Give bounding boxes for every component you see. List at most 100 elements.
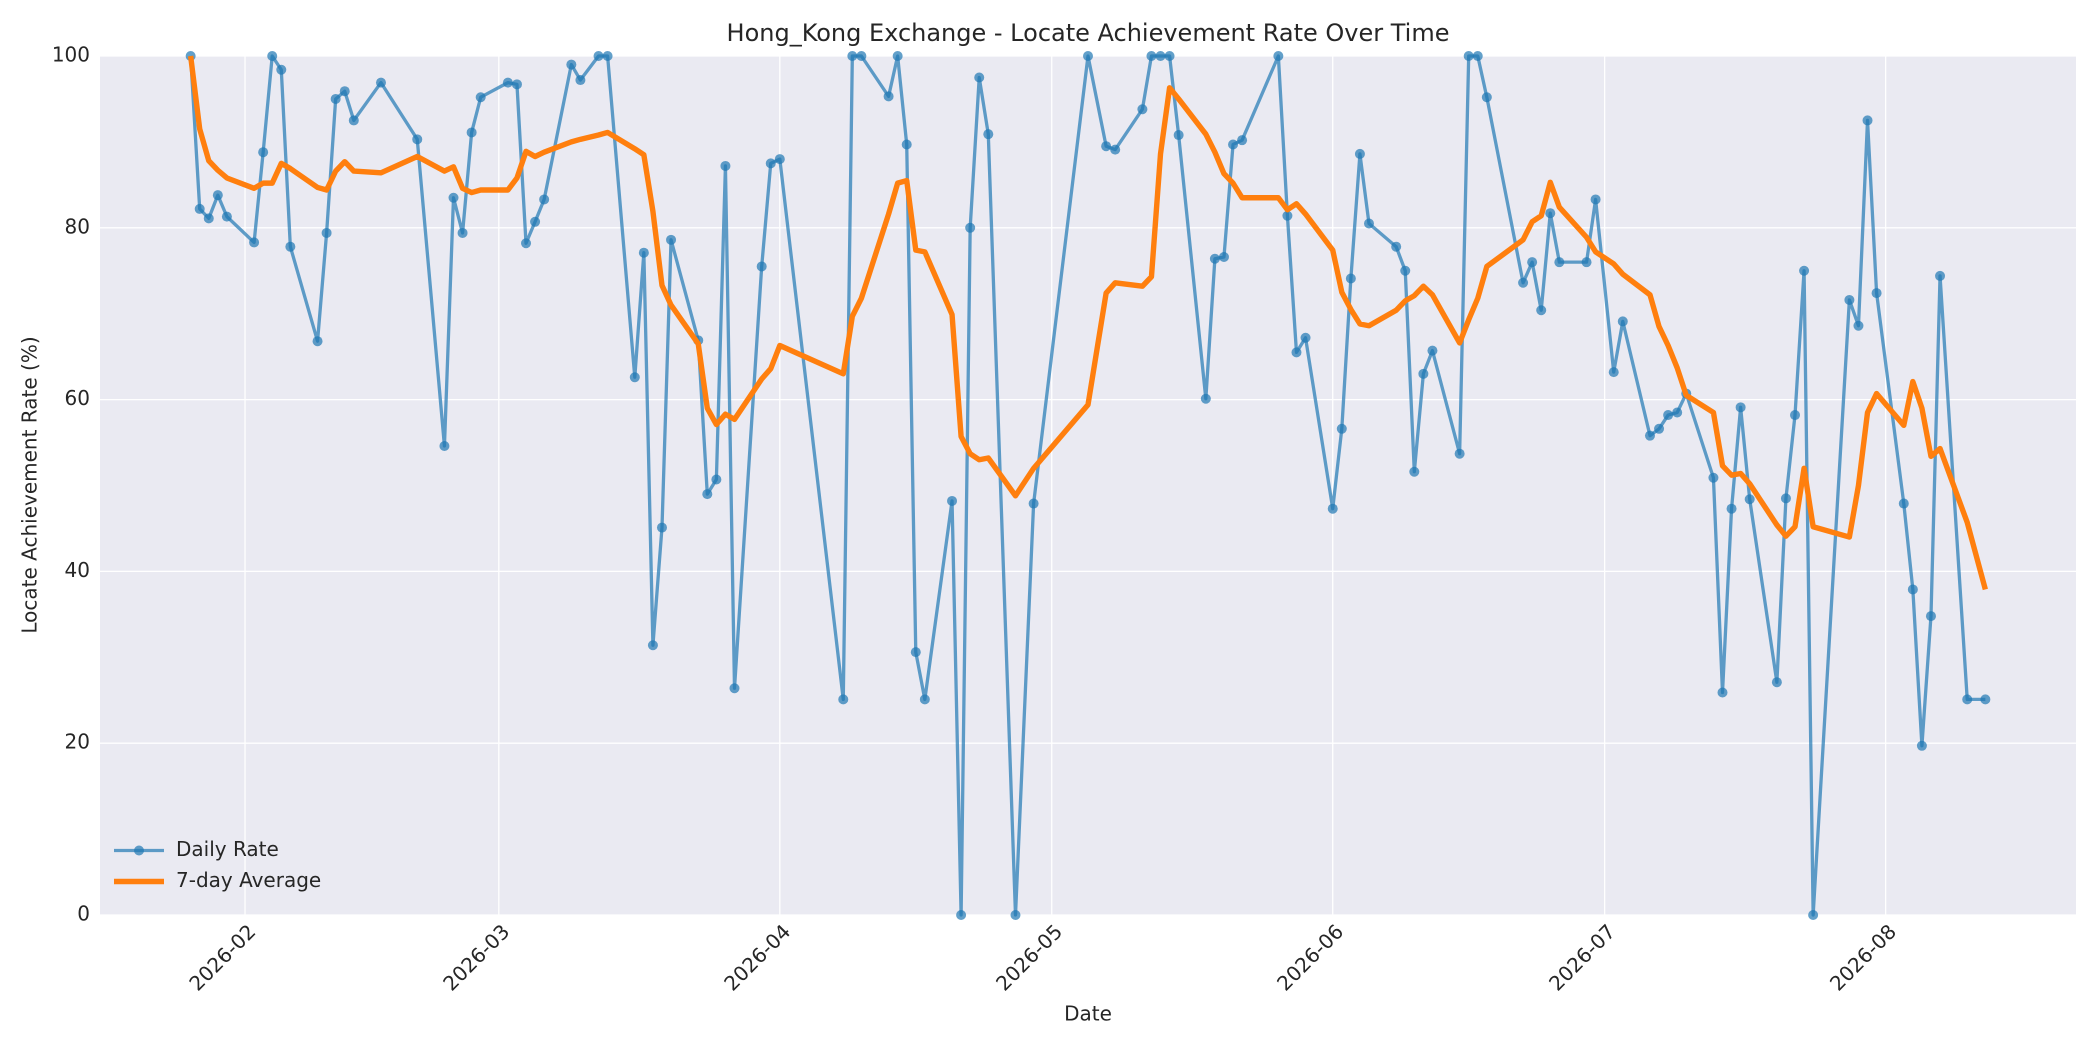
data-point [1799,265,1810,276]
data-point [502,77,513,88]
data-point [1110,144,1121,155]
data-point [1672,407,1683,418]
data-point [1209,253,1220,264]
y-tick-label: 80 [65,214,90,238]
data-point [1726,503,1737,514]
data-point [1400,265,1411,276]
data-point [1771,677,1782,688]
legend-label: 7-day Average [176,868,321,892]
data-point [1472,51,1483,61]
y-tick-label: 60 [65,386,90,410]
data-point [1708,472,1719,483]
data-point [312,336,323,347]
data-point [1554,257,1565,268]
data-point [1354,148,1365,159]
data-point [221,211,232,222]
data-point [466,127,477,138]
data-point [965,222,976,233]
data-point [901,139,912,150]
data-point [983,129,994,140]
data-point [1228,139,1239,150]
data-point [1916,740,1927,751]
data-point [1391,241,1402,252]
data-point [321,227,332,238]
data-point [1218,252,1229,263]
data-point [457,227,468,238]
data-point [511,79,522,90]
data-point [530,216,541,227]
data-point [1363,218,1374,229]
data-point [448,192,459,203]
data-point [1925,611,1936,622]
data-point [330,93,341,104]
x-tick-label: 2026-07 [1544,919,1620,995]
data-point [1463,51,1474,61]
data-point [883,91,894,102]
data-point [475,92,486,103]
data-point [910,647,921,658]
data-point [1862,115,1873,126]
data-point [566,59,577,70]
data-point [919,694,930,705]
data-point [1527,257,1538,268]
data-point [267,51,278,61]
data-point [656,522,667,533]
data-point [1273,51,1284,61]
y-tick-label: 0 [77,902,90,926]
data-point [1590,194,1601,205]
data-point [856,51,867,61]
data-point [1790,410,1801,421]
data-point [575,75,586,86]
data-point [1200,393,1211,404]
data-point [1300,332,1311,343]
data-point [1744,494,1755,505]
data-point [194,203,205,214]
data-point [1282,210,1293,221]
data-point [1617,316,1628,327]
x-tick-label: 2026-02 [184,919,260,995]
data-point [1644,430,1655,441]
data-point [1164,51,1175,61]
data-point [249,237,260,248]
data-point [1663,410,1674,421]
plot-area [100,56,2076,915]
data-point [756,261,767,272]
data-point [765,158,776,169]
data-point [1345,273,1356,284]
data-point [638,247,649,258]
data-point [711,474,722,485]
series-line [187,55,1988,591]
data-point [1291,347,1302,358]
x-tick-label: 2026-05 [991,919,1067,995]
data-point [1518,277,1529,288]
data-point [647,640,658,651]
data-point [974,72,985,83]
data-point [702,489,713,500]
data-point [412,134,423,145]
data-point [1146,51,1157,61]
data-point [1010,910,1021,920]
data-point [1962,694,1973,705]
data-point [602,51,613,61]
data-point [1028,498,1039,509]
y-axis-label: Locate Achievement Rate (%) [18,336,42,633]
data-point [729,683,740,694]
data-point [1427,345,1438,356]
data-point [947,495,958,506]
y-tick-label: 20 [65,730,90,754]
data-point [1137,104,1148,115]
data-point [774,154,785,165]
data-point [1409,466,1420,477]
data-point [956,910,967,920]
y-tick-label: 40 [65,558,90,582]
data-point [276,64,287,75]
data-point [1935,270,1946,281]
data-point [1898,498,1909,509]
data-point [212,190,223,201]
data-point [1853,320,1864,331]
data-point [1608,367,1619,378]
data-point [666,234,677,245]
data-point [1481,92,1492,103]
data-point [1780,493,1791,504]
